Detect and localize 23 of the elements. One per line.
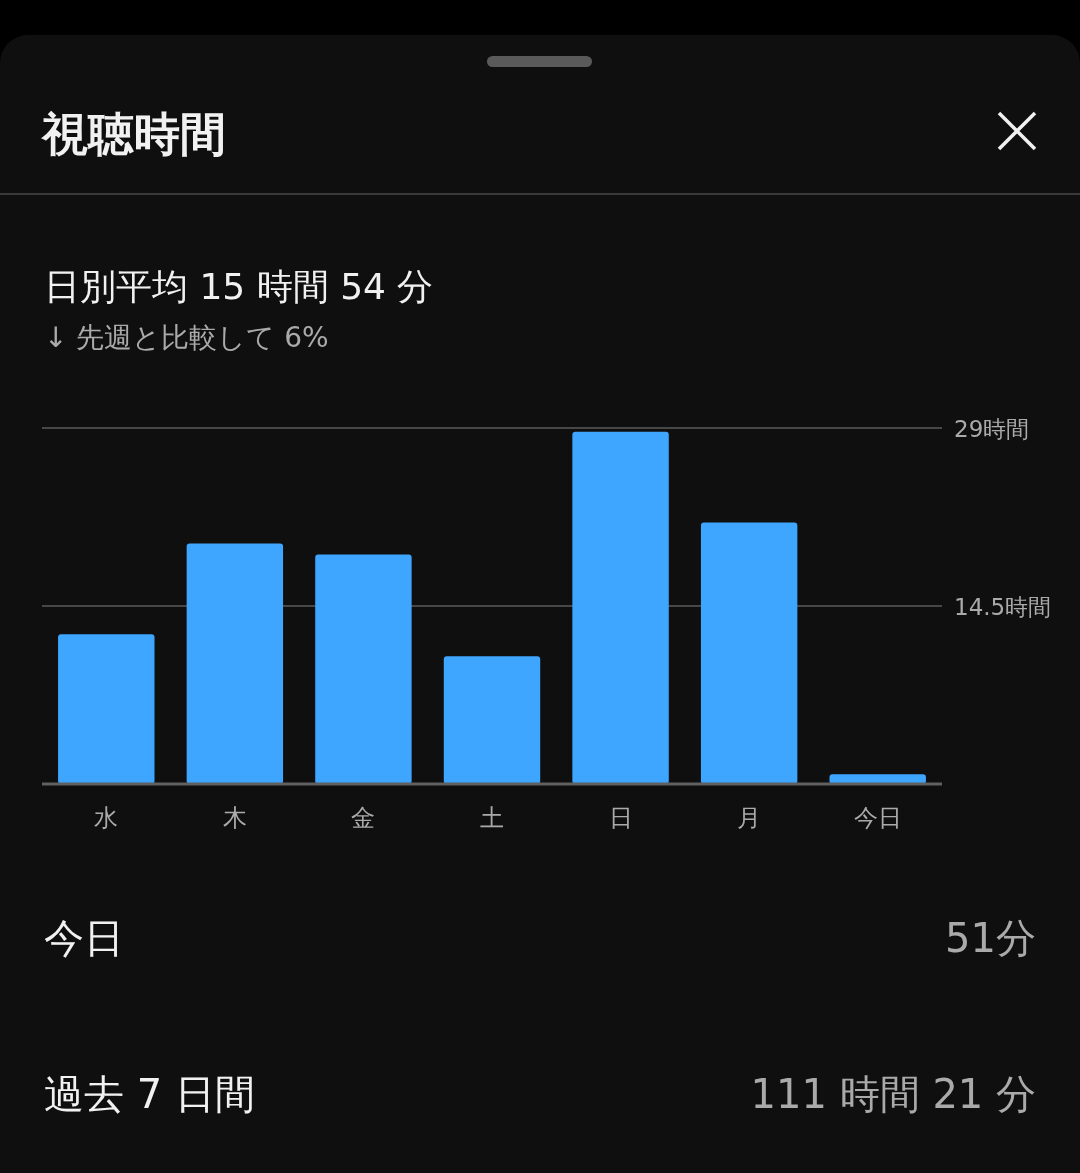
bar: [700, 522, 798, 784]
x-tick-label: 水: [94, 804, 119, 832]
text: ↓ 先週と比較して 6%: [44, 321, 329, 354]
bar: [829, 774, 926, 784]
x-tick-label: 土: [480, 804, 504, 832]
text: 今日: [44, 915, 124, 961]
chart-subtitle: 日別平均 15 時間 54 分: [44, 266, 434, 307]
text: 111 時間 21 分: [750, 1071, 1036, 1117]
y-tick-label: 29時間: [954, 416, 1030, 442]
chart-title: 視聴時間: [40, 107, 226, 161]
text: 過去 7 日間: [44, 1071, 255, 1117]
bar: [443, 656, 541, 784]
bar: [572, 431, 669, 784]
bar: [315, 554, 412, 784]
x-tick-label: 日: [608, 804, 633, 832]
y-tick-label: 14.5時間: [954, 594, 1052, 620]
x-tick-label: 金: [351, 804, 376, 832]
x-tick-label: 月: [737, 804, 762, 832]
x-tick-label: 木: [222, 804, 247, 832]
bar: [58, 634, 155, 784]
x-tick-label: 今日: [853, 804, 902, 832]
bar: [186, 543, 284, 784]
text: 51分: [945, 915, 1036, 961]
